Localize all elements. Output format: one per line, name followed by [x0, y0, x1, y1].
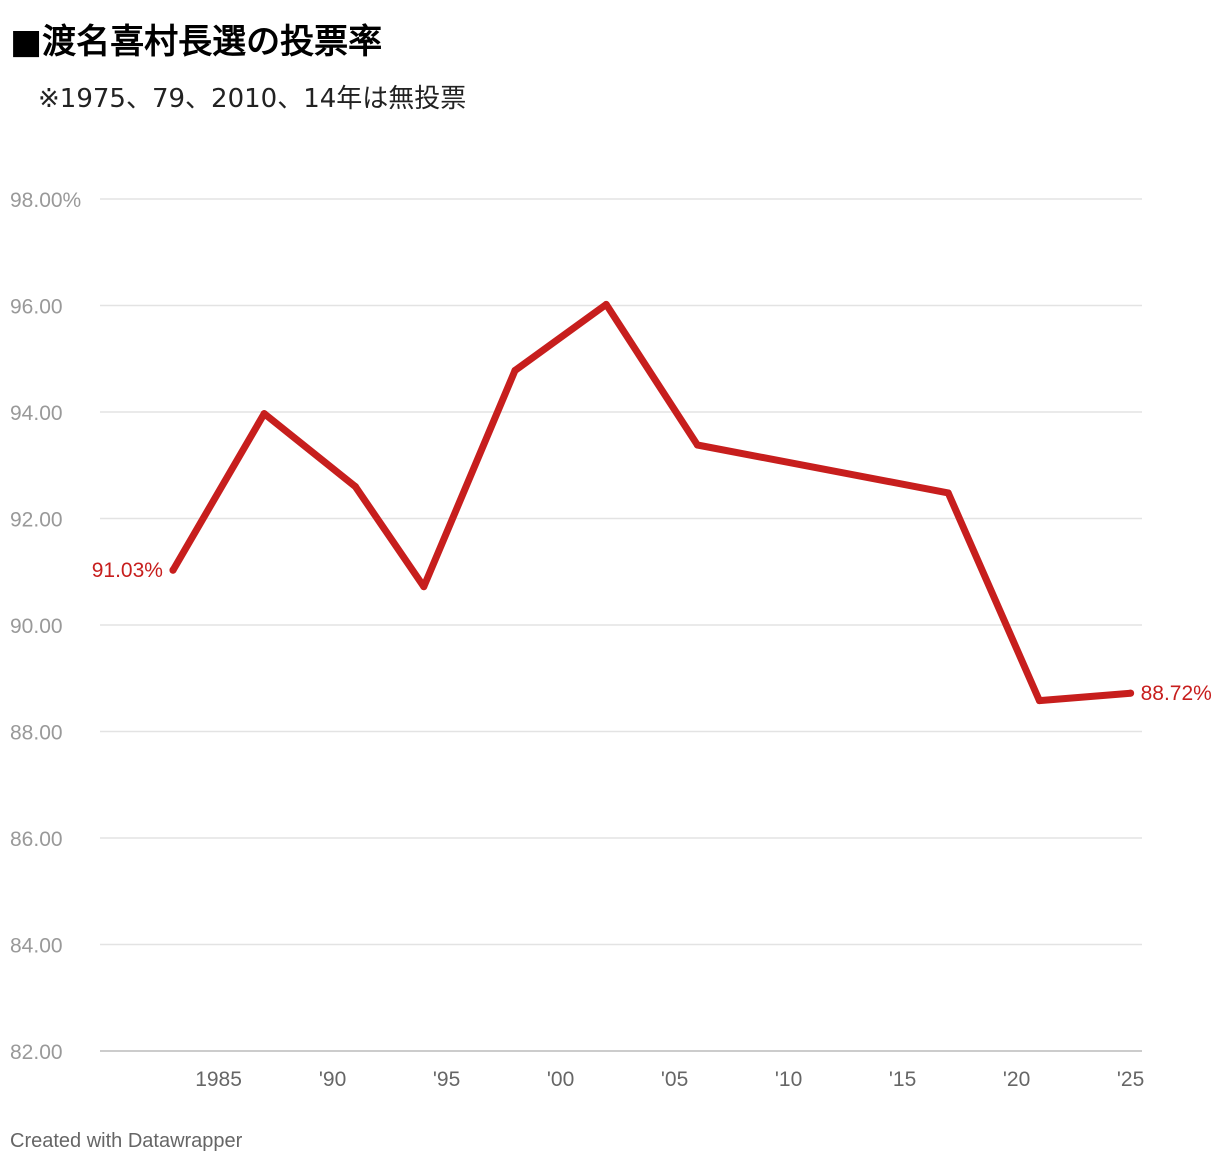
y-tick-label: 98.00% — [10, 189, 81, 212]
y-tick-label: 86.00 — [10, 828, 63, 851]
x-tick-label: '15 — [889, 1068, 916, 1091]
data-point — [260, 410, 268, 418]
y-tick-label: 92.00 — [10, 509, 63, 532]
x-tick-label: '25 — [1117, 1068, 1144, 1091]
data-point — [944, 489, 952, 497]
chart-title: ■渡名喜村長選の投票率 — [10, 22, 383, 62]
y-tick-label: 96.00 — [10, 296, 63, 319]
y-tick-label: 90.00 — [10, 615, 63, 638]
series-line — [169, 300, 1135, 705]
y-tick-label: 82.00 — [10, 1041, 63, 1064]
x-axis: 1985 '90 '95 '00 '05 '10 '15 '20 '25 — [195, 1068, 1144, 1091]
data-label: 91.03% — [92, 559, 163, 582]
data-point — [602, 300, 610, 308]
data-point — [351, 483, 359, 491]
x-tick-label: '05 — [661, 1068, 688, 1091]
line-chart: 82.00 84.00 86.00 88.00 90.00 92.00 94.00 96.00… — [10, 189, 1212, 1091]
data-point — [420, 583, 428, 591]
data-point — [169, 566, 177, 574]
y-tick-label: 84.00 — [10, 935, 63, 958]
x-tick-label: '90 — [319, 1068, 346, 1091]
data-point — [1035, 697, 1043, 705]
y-tick-label: 88.00 — [10, 722, 63, 745]
x-tick-label: '10 — [775, 1068, 802, 1091]
credit-footer: Created with Datawrapper — [10, 1130, 243, 1152]
data-point — [1127, 689, 1135, 697]
series-lines — [169, 300, 1135, 705]
data-point — [693, 441, 701, 449]
y-tick-label: 94.00 — [10, 402, 63, 425]
x-tick-label: '20 — [1003, 1068, 1030, 1091]
data-label: 88.72% — [1141, 682, 1212, 705]
chart-subtitle: ※1975、79、2010、14年は無投票 — [38, 84, 467, 114]
data-point — [511, 366, 519, 374]
y-axis: 82.00 84.00 86.00 88.00 90.00 92.00 94.00 96.00… — [10, 189, 81, 1064]
gridlines — [100, 198, 1142, 1052]
x-tick-label: '95 — [433, 1068, 460, 1091]
x-tick-label: 1985 — [195, 1068, 242, 1091]
data-labels: 91.03% 88.72% — [92, 559, 1212, 705]
x-tick-label: '00 — [547, 1068, 574, 1091]
